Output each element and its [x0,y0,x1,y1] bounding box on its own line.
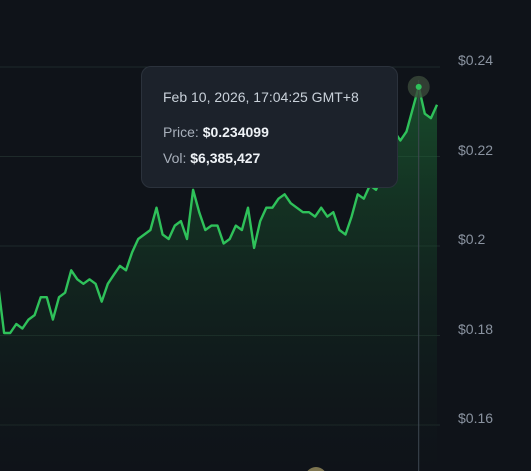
y-tick-label: $0.24 [458,52,494,68]
tooltip-timestamp: Feb 10, 2026, 17:04:25 GMT+8 [163,89,359,105]
hover-point [415,83,422,90]
y-tick-label: $0.2 [458,231,486,247]
tooltip-price-row: Price: $0.234099 [163,124,269,140]
tooltip-price-label: Price: [163,124,199,140]
price-tooltip: Feb 10, 2026, 17:04:25 GMT+8 Price: $0.2… [141,66,398,188]
y-tick-label: $0.18 [458,320,494,337]
price-area-fill [0,86,437,471]
tooltip-price-value: $0.234099 [202,124,269,140]
y-tick-label: $0.16 [458,410,494,426]
y-tick-label: $0.22 [458,141,494,158]
tooltip-volume-value: $6,385,427 [190,150,261,166]
tooltip-volume-label: Vol: [163,150,187,166]
tooltip-volume-row: Vol: $6,385,427 [163,150,260,166]
time-marker-dot [307,467,325,471]
price-line [0,85,439,335]
